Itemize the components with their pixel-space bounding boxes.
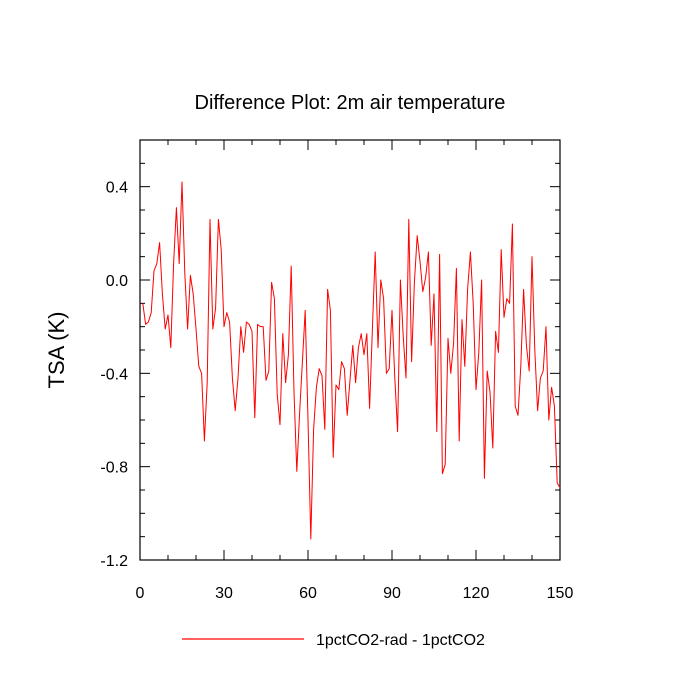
- chart-title: Difference Plot: 2m air temperature: [195, 92, 506, 114]
- legend: 1pctCO2-rad - 1pctCO2: [182, 632, 485, 649]
- x-axis: 0 30 60 90 120 150: [136, 140, 574, 602]
- x-tick-label: 30: [215, 585, 233, 602]
- legend-label: 1pctCO2-rad - 1pctCO2: [316, 632, 485, 649]
- y-tick-label: -1.2: [100, 553, 128, 570]
- y-axis: -1.2 -0.8 -0.4 0.0 0.4: [100, 139, 560, 570]
- plot-frame: [139, 139, 561, 561]
- y-tick-label: 0.4: [106, 180, 128, 197]
- x-tick-label: 0: [136, 585, 145, 602]
- y-axis-label: TSA (K): [44, 311, 69, 388]
- x-tick-label: 150: [547, 585, 574, 602]
- series-layer: [142, 181, 561, 540]
- x-tick-label: 60: [299, 585, 317, 602]
- x-tick-label: 120: [463, 585, 490, 602]
- y-tick-label: 0.0: [106, 273, 128, 290]
- x-tick-label: 90: [383, 585, 401, 602]
- y-tick-label: -0.8: [100, 460, 128, 477]
- y-tick-label: -0.4: [100, 366, 128, 383]
- series-line-0: [142, 181, 561, 540]
